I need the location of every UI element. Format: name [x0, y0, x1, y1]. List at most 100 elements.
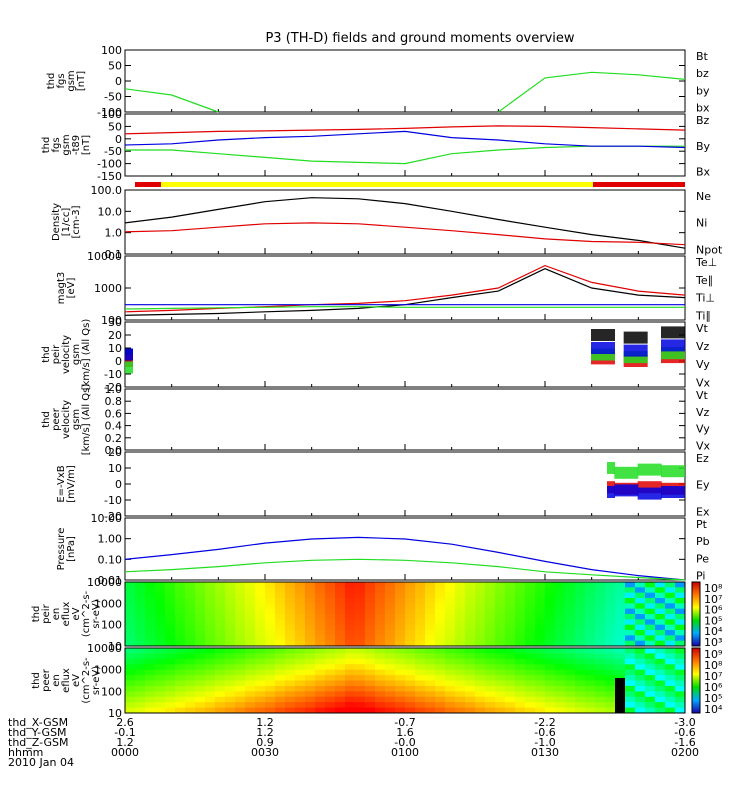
spectrogram-cell	[185, 702, 196, 709]
spectrogram-cell	[675, 680, 686, 687]
spectrogram-cell	[605, 685, 616, 692]
spectrogram-cell	[495, 603, 506, 610]
spectrogram-cell	[505, 675, 516, 681]
spectrogram-cell	[675, 598, 686, 604]
spectrogram-cell	[605, 691, 616, 698]
spectrogram-cell	[565, 680, 576, 687]
legend-Ni: Ni	[696, 217, 707, 230]
spectrogram-cell	[465, 658, 476, 665]
point-efield-Ey	[637, 463, 662, 476]
spectrogram-cell	[125, 608, 136, 615]
spectrogram-cell	[475, 691, 486, 698]
spectrogram-cell	[185, 685, 196, 692]
spectrogram-cell	[585, 598, 596, 604]
spectrogram-cell	[325, 680, 336, 687]
spectrogram-cell	[395, 598, 406, 604]
spectrogram-cell	[565, 614, 576, 620]
spectrogram-cell	[195, 619, 206, 626]
spectrogram-cell	[615, 582, 626, 588]
spectrogram-cell	[255, 658, 266, 665]
spectrogram-cell	[415, 658, 426, 665]
spectrogram-cell	[275, 640, 286, 647]
colorbar-label: 10⁶	[704, 604, 723, 617]
spectrogram-cell	[195, 696, 206, 703]
spectrogram-cell	[615, 608, 626, 615]
spectrogram-cell	[235, 648, 246, 654]
y-label-line: E=-VxB	[56, 465, 67, 502]
spectrogram-cell	[505, 640, 516, 647]
spectrogram-cell	[455, 592, 466, 599]
spectrogram-cell	[505, 587, 516, 594]
spectrogram-cell	[665, 675, 676, 681]
spectrogram-cell	[565, 664, 576, 671]
spectrogram-cell	[535, 653, 546, 660]
y-tick-label: 10	[108, 342, 122, 355]
spectrogram-cell	[195, 603, 206, 610]
point-efield-Ex	[637, 487, 662, 500]
spectrogram-cell	[135, 635, 146, 642]
spectrogram-cell	[415, 691, 426, 698]
spectrogram-cell	[535, 587, 546, 594]
legend-by: by	[696, 84, 710, 97]
series-fgs-t89-Bx	[124, 130, 686, 149]
spectrogram-cell	[265, 691, 276, 698]
spectrogram-cell	[275, 664, 286, 671]
footer-value: 0130	[531, 746, 559, 759]
spectrogram-cell	[225, 680, 236, 687]
spectrogram-cell	[225, 675, 236, 681]
spectrogram-cell	[545, 614, 556, 620]
spectrogram-cell	[335, 669, 346, 676]
spectrogram-cell	[195, 598, 206, 604]
spectrogram-cell	[535, 669, 546, 676]
y-label-line: gsm	[71, 409, 82, 430]
spectrogram-cell	[625, 608, 636, 615]
spectrogram-cell	[475, 702, 486, 709]
colorbar-label: 10⁴	[704, 625, 723, 638]
spectrogram-cell	[205, 648, 216, 654]
spectrogram-cell	[185, 592, 196, 599]
spectrogram-cell	[565, 619, 576, 626]
spectrogram-cell	[635, 658, 646, 665]
footer-value: -0.6	[534, 726, 555, 739]
spectrogram-cell	[205, 619, 216, 626]
spectrogram-cell	[605, 658, 616, 665]
spectrogram-cell	[365, 635, 376, 642]
spectrogram-cell	[295, 624, 306, 631]
spectrogram-cell	[495, 675, 506, 681]
spectrogram-cell	[435, 653, 446, 660]
spectrogram-cell	[255, 648, 266, 654]
spectrogram-cell	[325, 587, 336, 594]
spectrogram-cell	[255, 653, 266, 660]
spectrogram-cell	[165, 598, 176, 604]
panel-frame	[124, 49, 686, 113]
colorbar-label: 10⁵	[704, 614, 722, 627]
spectrogram-cell	[625, 664, 636, 671]
spectrogram-cell	[465, 680, 476, 687]
spectrogram-cell	[135, 603, 146, 610]
spectrogram-cell	[285, 598, 296, 604]
spectrogram-cell	[305, 680, 316, 687]
spectrogram-cell	[295, 614, 306, 620]
spectrogram-cell	[635, 691, 646, 698]
spectrogram-cell	[425, 619, 436, 626]
spectrogram-cell	[185, 630, 196, 636]
spectrogram-cell	[645, 582, 656, 588]
spectrogram-cell	[275, 635, 286, 642]
spectrogram-cell	[575, 696, 586, 703]
spectrogram-cell	[355, 707, 366, 714]
spectrogram-cell	[385, 653, 396, 660]
legend-Ti∥: Ti∥	[695, 309, 711, 322]
series-group-pressure	[124, 536, 686, 581]
y-label-line: velocity	[61, 400, 72, 439]
spectrogram-cell	[425, 598, 436, 604]
spectrogram-cell	[585, 630, 596, 636]
spectrogram-cell	[155, 653, 166, 660]
spectrogram-cell	[315, 664, 326, 671]
spectrogram-cell	[655, 664, 666, 671]
spectrogram-cell	[515, 582, 526, 588]
spectrogram-cell	[315, 635, 326, 642]
spectrogram-cell	[295, 608, 306, 615]
spectrogram-cell	[225, 648, 236, 654]
spectrogram-cell	[475, 630, 486, 636]
legend-Pb: Pb	[696, 535, 710, 548]
